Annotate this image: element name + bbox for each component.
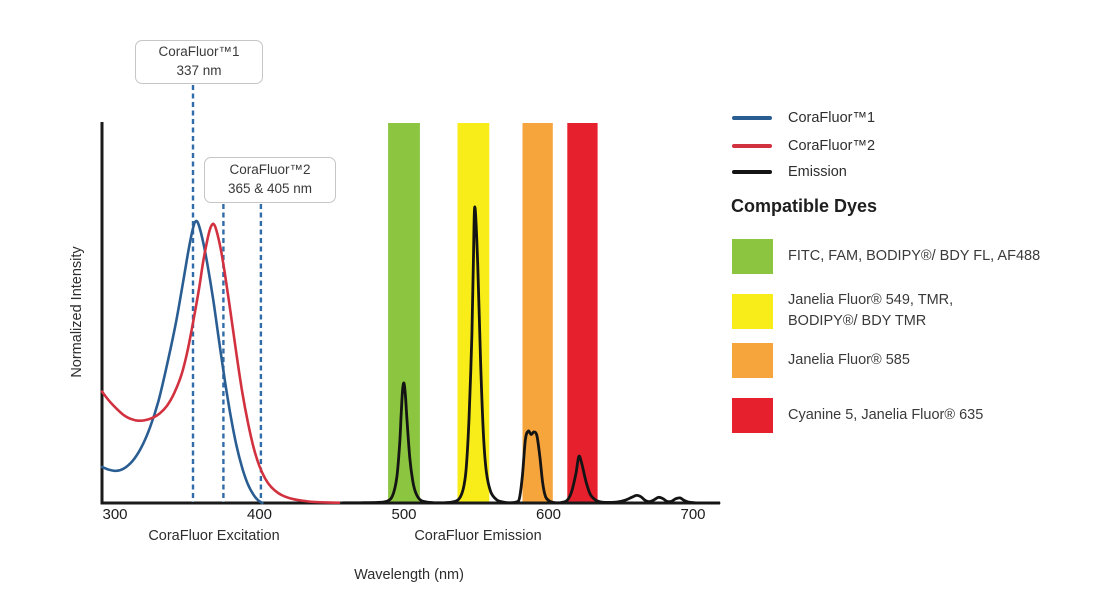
- legend-item-emission: Emission: [732, 161, 847, 183]
- corafluor1-excitation-curve: [100, 219, 264, 505]
- emission-curve: [341, 205, 721, 505]
- annotation-corafluor2: CoraFluor™2 365 & 405 nm: [204, 157, 336, 203]
- dye-row-orange: Janelia Fluor® 585: [732, 343, 910, 378]
- dye-swatch-green: [732, 239, 773, 274]
- dye-row-red: Cyanine 5, Janelia Fluor® 635: [732, 398, 983, 433]
- legend-label-emission: Emission: [788, 164, 847, 180]
- annotation-corafluor2-title: CoraFluor™2: [229, 162, 311, 178]
- dye-label-yellow: Janelia Fluor® 549, TMR, BODIPY®/ BDY TM…: [788, 292, 954, 330]
- legend-label-corafluor2: CoraFluor™2: [788, 138, 876, 154]
- dye-label-red: Cyanine 5, Janelia Fluor® 635: [788, 406, 984, 423]
- dye-label-orange: Janelia Fluor® 585: [788, 351, 910, 368]
- axis-section-excitation-label: CoraFluor Excitation: [148, 528, 280, 544]
- annotation-corafluor1-title: CoraFluor™1: [158, 44, 240, 60]
- legend-item-corafluor2: CoraFluor™2: [732, 135, 875, 157]
- band-red: [567, 123, 598, 503]
- dye-row-green: FITC, FAM, BODIPY®/ BDY FL, AF488: [732, 239, 1040, 274]
- legend-label-corafluor1: CoraFluor™1: [788, 110, 876, 126]
- x-tick-400: 400: [246, 506, 273, 523]
- x-tick-700: 700: [680, 506, 706, 523]
- dye-swatch-yellow: [732, 293, 773, 329]
- dye-swatch-red: [732, 398, 773, 433]
- x-tick-600: 600: [535, 506, 562, 523]
- x-tick-500: 500: [391, 506, 417, 523]
- dye-swatch-orange: [732, 343, 773, 378]
- y-axis-label: Normalized Intensity: [69, 246, 85, 378]
- dye-label-green: FITC, FAM, BODIPY®/ BDY FL, AF488: [788, 247, 1041, 264]
- corafluor2-excitation-curve: [100, 222, 341, 505]
- legend-line-emission: [732, 170, 772, 174]
- x-axis-label: Wavelength (nm): [354, 567, 464, 583]
- legend-line-corafluor1: [732, 116, 772, 120]
- legend-line-corafluor2: [732, 144, 772, 148]
- annotation-corafluor1-value: 337 nm: [176, 63, 222, 78]
- legend-item-corafluor1: CoraFluor™1: [732, 107, 875, 129]
- axis-section-emission-label: CoraFluor Emission: [414, 528, 542, 544]
- annotation-corafluor2-value: 365 & 405 nm: [227, 181, 313, 196]
- band-green: [388, 123, 420, 503]
- annotation-corafluor1: CoraFluor™1 337 nm: [135, 40, 263, 84]
- dye-row-yellow: Janelia Fluor® 549, TMR, BODIPY®/ BDY TM…: [732, 290, 953, 332]
- compatible-dyes-heading: Compatible Dyes: [731, 196, 878, 216]
- x-tick-300: 300: [102, 506, 128, 523]
